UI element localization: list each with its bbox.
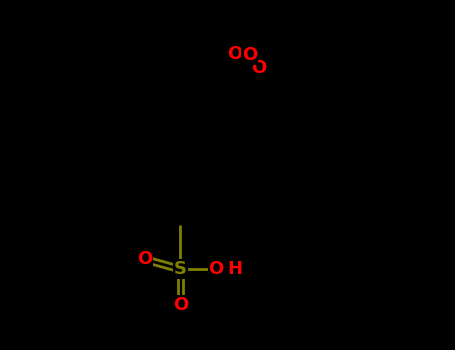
Text: S: S bbox=[174, 260, 187, 278]
Text: O: O bbox=[173, 296, 188, 314]
Text: O: O bbox=[251, 58, 266, 77]
Text: O: O bbox=[227, 45, 242, 63]
Text: H: H bbox=[227, 260, 242, 278]
Text: O: O bbox=[242, 46, 258, 64]
Text: O: O bbox=[137, 250, 152, 268]
Text: O: O bbox=[208, 260, 224, 278]
